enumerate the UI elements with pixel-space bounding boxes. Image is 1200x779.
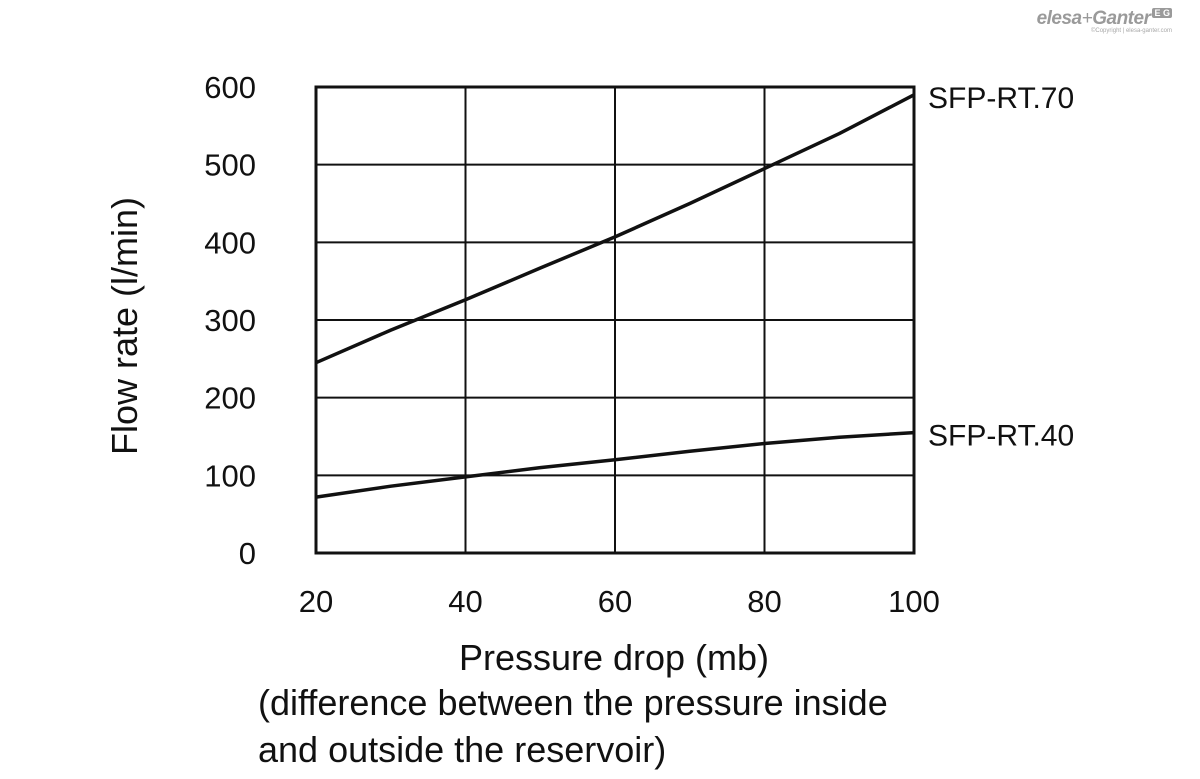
series-layer	[315, 93, 915, 499]
y-tick-label: 0	[239, 536, 256, 571]
x-axis-label: Pressure drop (mb)	[459, 637, 769, 678]
brand-copyright: ©Copyright | elesa-ganter.com	[1090, 28, 1172, 34]
brand-logo: elesa+Ganter E G ©Copyright | elesa-gante…	[1037, 8, 1172, 34]
brand-name: elesa+Ganter	[1037, 8, 1151, 29]
y-tick-label: 400	[204, 225, 256, 260]
x-tick-label: 60	[598, 584, 632, 619]
series-labels: SFP-RT.70 SFP-RT.40	[928, 82, 1074, 453]
plot-frame	[314, 85, 916, 555]
brand-name-right: Ganter	[1092, 8, 1151, 29]
x-tick-label: 100	[888, 584, 940, 619]
x-tick-label: 40	[448, 584, 482, 619]
brand-name-left: elesa	[1036, 8, 1083, 29]
x-axis-note-line-2: and outside the reservoir)	[258, 729, 666, 770]
brand-name-plus: +	[1081, 8, 1093, 29]
x-tick-label: 80	[747, 584, 781, 619]
series-label-1: SFP-RT.70	[928, 82, 1074, 115]
y-tick-label: 500	[204, 148, 256, 183]
y-tick-labels: 0 100 200 300 400 500 600	[204, 70, 256, 571]
y-axis-label: Flow rate (l/min)	[104, 197, 145, 455]
x-tick-label: 20	[299, 584, 333, 619]
series-line-2	[315, 430, 915, 499]
series-label-2: SFP-RT.40	[928, 420, 1074, 453]
series-line-1	[315, 93, 915, 365]
x-axis-note-line-1: (difference between the pressure inside	[258, 682, 888, 723]
x-tick-labels: 20 40 60 80 100	[299, 584, 940, 619]
y-tick-label: 100	[204, 458, 256, 493]
brand-badge: E G	[1152, 8, 1172, 18]
y-tick-label: 300	[204, 303, 256, 338]
y-tick-label: 600	[204, 70, 256, 105]
y-tick-label: 200	[204, 381, 256, 416]
